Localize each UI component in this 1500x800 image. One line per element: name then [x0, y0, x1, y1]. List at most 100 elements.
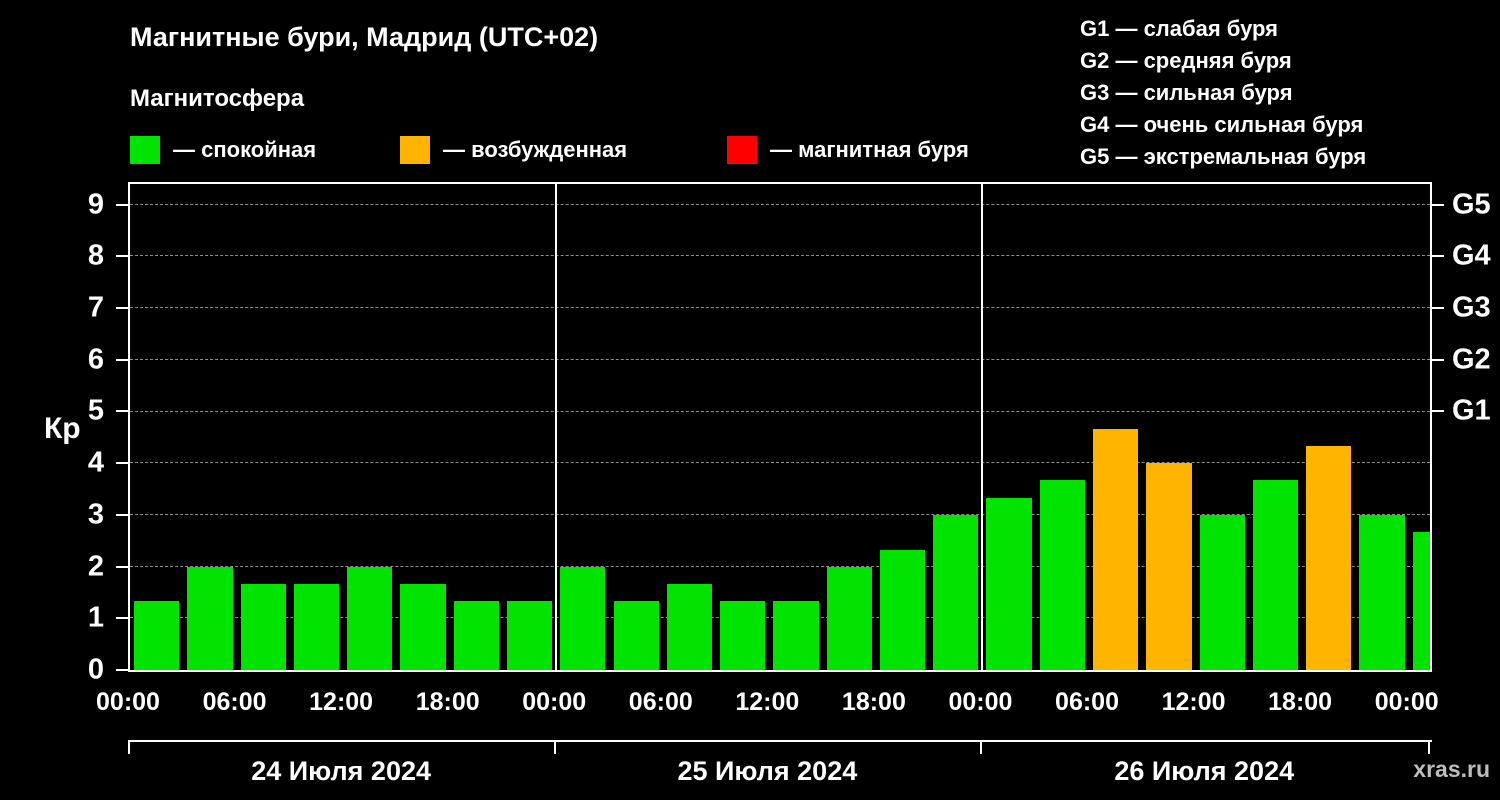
y-tick — [116, 513, 128, 516]
y-tick — [116, 255, 128, 258]
kp-bar — [986, 497, 1032, 670]
time-label: 18:00 — [415, 688, 480, 716]
storm-color-swatch — [727, 136, 757, 164]
kp-bar — [1093, 428, 1139, 670]
kp-bar — [134, 601, 180, 670]
page-title: Магнитные бури, Мадрид (UTC+02) — [130, 22, 599, 52]
kp-bar — [1359, 514, 1405, 670]
kp-bar — [560, 566, 606, 670]
y-tick — [116, 307, 128, 310]
kp-bar — [1199, 514, 1245, 670]
date-label: 24 Июля 2024 — [251, 756, 432, 786]
time-label: 00:00 — [1374, 688, 1439, 716]
y-tick — [116, 358, 128, 361]
kp-bar — [347, 566, 393, 670]
kp-bar — [826, 566, 872, 670]
g-legend-line-g5: G5 — экстремальная буря — [1080, 144, 1367, 169]
gridline — [130, 203, 1430, 205]
gridline — [130, 358, 1430, 360]
kp-bar — [293, 583, 340, 670]
right-g-axis: G1 G2 G3 G4 G5 — [1432, 182, 1500, 672]
excited-color-swatch — [400, 136, 430, 164]
date-label: 25 Июля 2024 — [677, 756, 858, 786]
plot-area — [128, 182, 1432, 672]
y-tick — [116, 203, 128, 206]
kp-bar — [506, 601, 553, 670]
x-axis-time-labels: 00:00 06:00 12:00 18:00 00:00 06:00 12:00 18:00… — [96, 688, 1439, 722]
y-tick-label: 9 — [87, 188, 104, 221]
g-tick — [1432, 203, 1444, 206]
kp-bar — [453, 601, 499, 670]
g-tick — [1432, 358, 1444, 361]
gridline — [130, 307, 1430, 309]
time-label: 12:00 — [1161, 688, 1226, 716]
date-axis-line — [128, 740, 1432, 742]
y-tick-label: 1 — [87, 601, 104, 634]
g-tick-label: G3 — [1452, 291, 1491, 324]
quiet-color-swatch — [130, 136, 160, 164]
time-label: 00:00 — [522, 688, 587, 716]
y-tick — [116, 617, 128, 620]
kp-bar — [720, 601, 766, 670]
kp-bar — [1039, 480, 1085, 670]
time-label: 18:00 — [841, 688, 906, 716]
y-tick-label: 0 — [87, 653, 104, 686]
legend-item-storm: — магнитная буря — [727, 136, 969, 164]
y-axis: 0 1 2 3 4 5 6 7 8 9 — [0, 182, 128, 686]
legend-label-quiet: — спокойная — [173, 137, 317, 162]
day-boundary-line — [555, 184, 558, 670]
y-tick-label: 3 — [87, 498, 104, 531]
kp-bar — [187, 566, 233, 670]
y-tick — [116, 462, 128, 465]
g-legend-line-g2: G2 — средняя буря — [1080, 48, 1292, 73]
kp-bar — [666, 583, 713, 670]
legend-item-quiet: — спокойная — [130, 136, 316, 164]
magnetosphere-label: Магнитосфера — [130, 85, 305, 112]
kp-bar — [933, 514, 979, 670]
kp-bar — [1412, 531, 1430, 670]
g-tick-label: G2 — [1452, 343, 1491, 376]
gridline — [130, 410, 1430, 412]
g-tick — [1432, 307, 1444, 310]
time-label: 12:00 — [735, 688, 800, 716]
time-label: 06:00 — [628, 688, 693, 716]
date-axis-tick — [1428, 740, 1430, 754]
date-axis-tick — [128, 740, 130, 754]
kp-bar — [879, 549, 926, 670]
kp-bar — [400, 583, 446, 670]
y-tick-label: 8 — [87, 239, 104, 272]
day-boundary-line — [981, 184, 984, 670]
time-label: 00:00 — [948, 688, 1013, 716]
x-axis-date-labels: 24 Июля 2024 25 Июля 2024 26 Июля 2024 — [128, 740, 1432, 800]
time-label: 18:00 — [1268, 688, 1333, 716]
y-tick — [116, 410, 128, 413]
date-axis-tick — [980, 740, 983, 754]
gridline — [130, 565, 1430, 567]
time-label: 06:00 — [202, 688, 267, 716]
kp-bar — [613, 601, 659, 670]
g-tick-label: G1 — [1452, 394, 1491, 427]
y-tick-label: 4 — [87, 446, 104, 479]
kp-bar — [1252, 480, 1299, 670]
date-axis-tick — [554, 740, 557, 754]
kp-bar — [1306, 446, 1352, 670]
g-tick — [1432, 410, 1444, 413]
y-tick-label: 7 — [87, 291, 104, 324]
y-axis-title: Кр — [44, 412, 81, 445]
legend-label-excited: — возбужденная — [443, 137, 628, 162]
watermark: xras.ru — [1413, 756, 1490, 782]
y-tick-label: 6 — [87, 343, 104, 376]
g-tick-label: G5 — [1452, 188, 1491, 221]
gridline — [130, 255, 1430, 257]
gridline — [130, 513, 1430, 515]
date-label: 26 Июля 2024 — [1114, 756, 1295, 786]
time-label: 12:00 — [309, 688, 374, 716]
kp-bar — [1146, 463, 1192, 670]
y-tick — [116, 565, 128, 568]
legend-label-storm: — магнитная буря — [770, 137, 969, 162]
y-tick — [116, 669, 128, 671]
kp-bar — [773, 601, 819, 670]
time-label: 06:00 — [1055, 688, 1119, 716]
gridline — [130, 462, 1430, 464]
time-label: 00:00 — [96, 688, 160, 716]
